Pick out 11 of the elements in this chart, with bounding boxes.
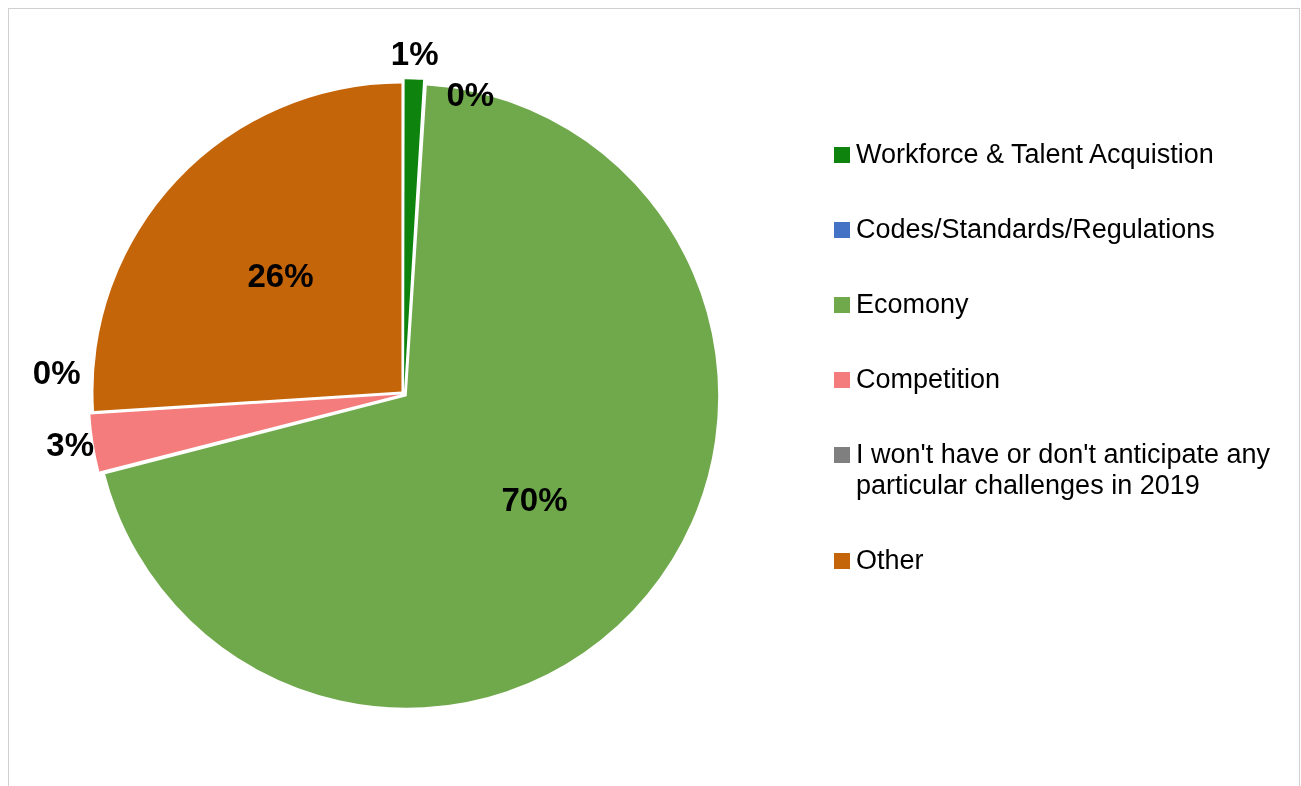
data-label: 26% xyxy=(247,257,314,295)
text: 0% xyxy=(32,354,81,392)
data-label: 70% xyxy=(501,481,568,519)
legend-label: Codes/Standards/Regulations xyxy=(856,214,1215,245)
legend-label: I won't have or don't anticipate any particular challenges in 2019 xyxy=(856,439,1272,501)
legend-label: Ecomony xyxy=(856,289,969,320)
legend-label: Workforce & Talent Acquistion xyxy=(856,139,1214,170)
data-label: 3% xyxy=(46,425,95,463)
legend-label: Competition xyxy=(856,364,1001,395)
legend-label: Other xyxy=(856,545,924,576)
data-label: 1% xyxy=(390,35,439,73)
